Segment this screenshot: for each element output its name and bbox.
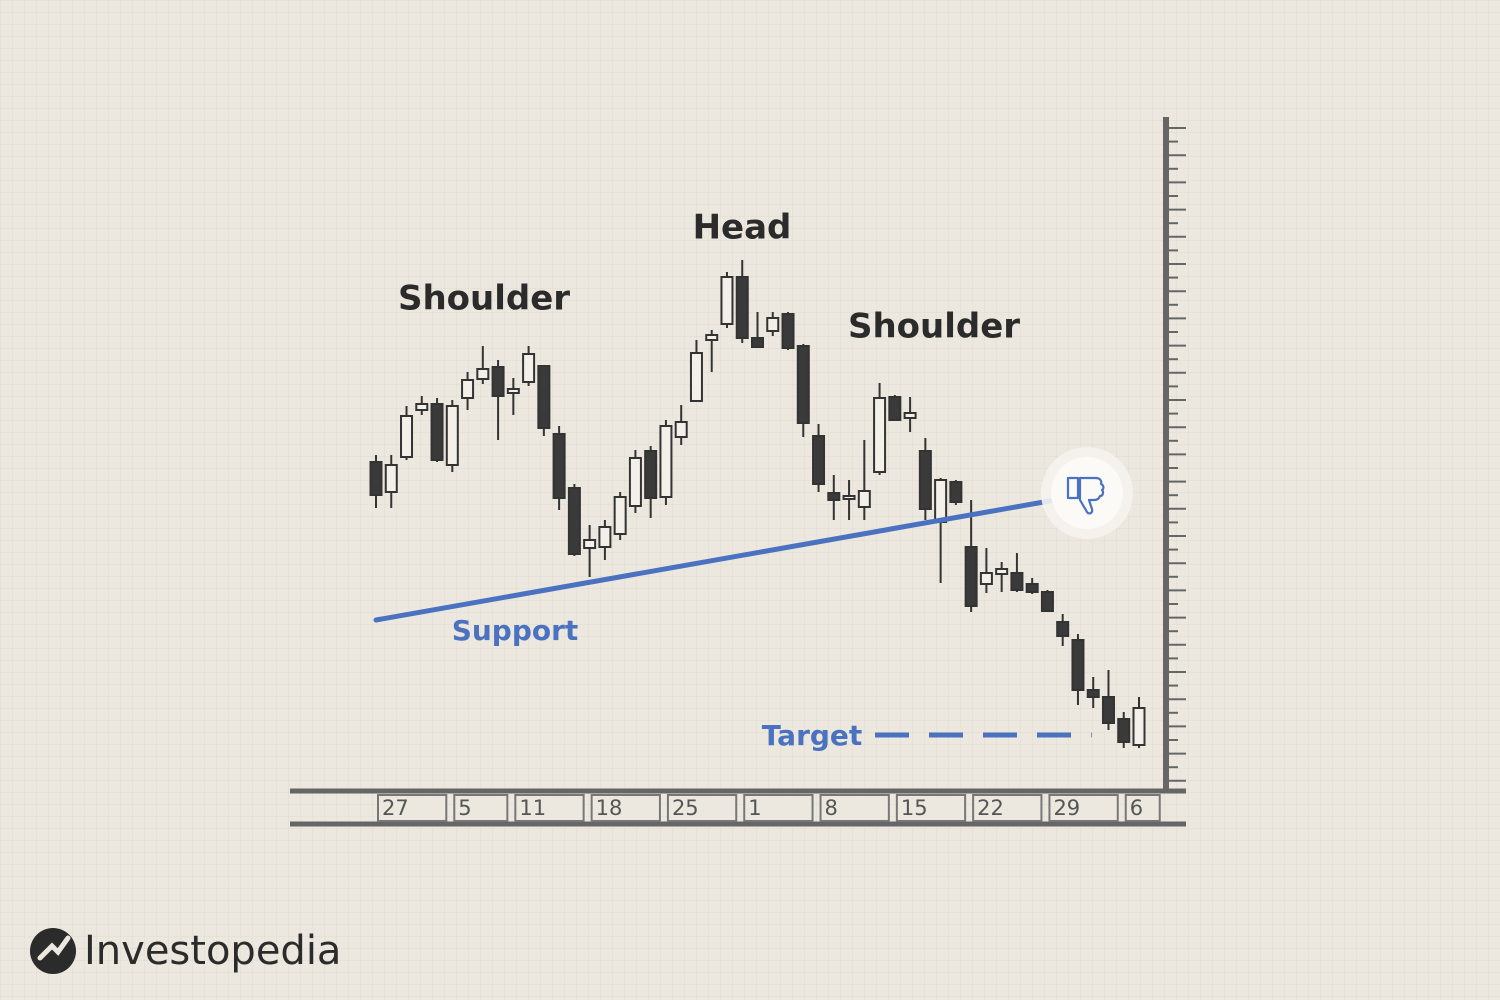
x-tick-label: 25 [672,796,699,820]
x-tick-label: 8 [825,796,838,820]
candle-body [1025,583,1039,593]
logo-text: Investopedia [84,928,341,974]
x-tick-label: 27 [382,796,409,820]
candle-body [873,397,887,473]
candle-body [934,479,948,523]
candle-body [888,396,902,421]
candle-body [1071,639,1085,691]
thumb-icon [1041,447,1133,539]
candle-body [1101,696,1115,724]
x-label-box [453,794,509,822]
candle-body [522,353,536,383]
x-label-box [1048,794,1119,822]
candle-body [659,425,673,498]
x-label-box [895,794,967,822]
x-tick-label: 29 [1053,796,1080,820]
candle-body [812,435,826,485]
x-label-box [590,794,661,822]
candle-body [567,487,581,555]
support-label: Support [452,614,579,647]
candle-body [827,492,841,501]
annotation: Shoulder [848,307,1020,347]
candle-body [476,368,490,380]
x-label-box [514,794,585,822]
candle-body [400,415,414,458]
x-label-box [666,794,738,822]
target-label: Target [762,719,863,752]
candle-body [1010,572,1024,591]
candle-body [979,572,993,585]
candle-body [903,412,917,419]
candle-body [842,495,856,500]
candle-body [644,450,658,499]
x-tick-label: 11 [519,796,546,820]
candle-body [689,352,703,402]
x-tick-label: 1 [748,796,761,820]
candle-body [766,317,780,332]
candle-body [628,457,642,507]
x-tick-label: 22 [977,796,1004,820]
annotation: Head [693,208,792,248]
candle-body [1117,718,1131,743]
candle-body [995,568,1009,575]
candle-body [384,464,398,493]
logo: Investopedia [30,928,341,974]
candle-body [918,450,932,510]
candle-body [537,365,551,429]
candle-body [613,496,627,535]
candle-body [415,403,429,411]
candle-body [1086,689,1100,698]
x-tick-label: 18 [596,796,623,820]
candle-body [705,334,719,341]
candle-body [430,403,444,461]
x-tick-label: 15 [901,796,928,820]
x-label-box [819,794,890,822]
candle-body [796,345,810,424]
annotation: Shoulder [398,279,570,319]
candle-body [781,313,795,349]
candle-body [369,461,383,496]
x-label-box [377,794,448,822]
candle-body [964,546,978,607]
x-label-box [1124,794,1161,822]
x-label-box [743,794,814,822]
candle-body [506,388,520,394]
candle-body [1056,621,1070,637]
candle-body [1132,707,1146,746]
support-line [373,497,1058,623]
x-label-box [972,794,1043,822]
x-tick-label: 6 [1130,796,1143,820]
candle-body [598,526,612,548]
candle-body [461,379,475,399]
candle-body [949,481,963,503]
candle-body [735,276,749,339]
candle-body [857,490,871,508]
candle-body [1040,591,1054,612]
candle-body [751,337,764,348]
candle-body [491,366,505,397]
candle-body [674,421,688,438]
candle-body [445,405,459,466]
x-tick-label: 5 [458,796,471,820]
candle-body [552,433,566,499]
candle-body [583,539,597,549]
candle-body [720,276,734,325]
